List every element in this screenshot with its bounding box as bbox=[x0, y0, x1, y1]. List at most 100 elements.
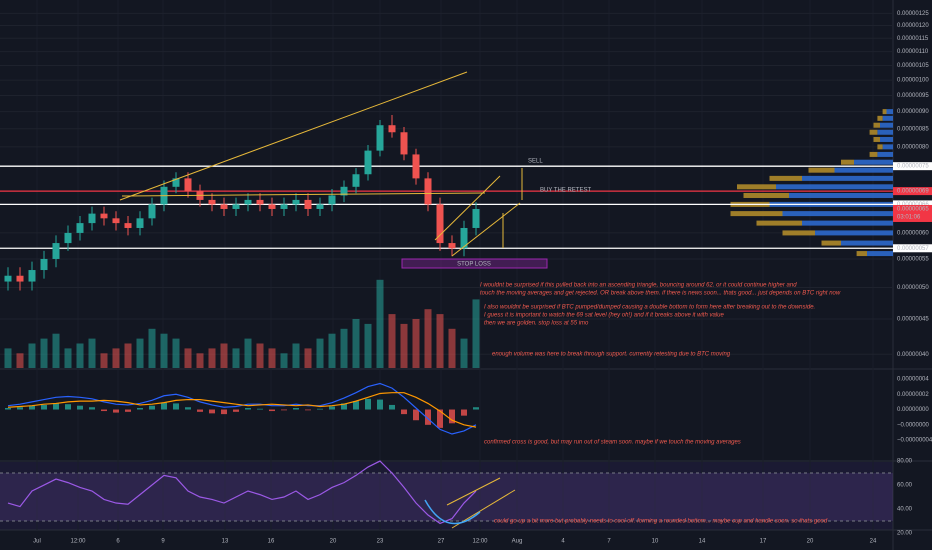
profile-up bbox=[886, 109, 893, 115]
candle-body bbox=[172, 178, 180, 187]
macd-histogram bbox=[425, 409, 431, 425]
volume-bar bbox=[268, 348, 276, 368]
y-tick-label: 60.00 bbox=[897, 483, 913, 489]
candle-body bbox=[184, 178, 192, 192]
y-tick-label: −0.0000000 bbox=[897, 422, 930, 428]
macd-histogram bbox=[353, 401, 359, 410]
x-tick-label: 24 bbox=[870, 539, 877, 545]
x-tick-label: 20 bbox=[330, 539, 337, 545]
annotation: BUY THE RETEST bbox=[540, 188, 591, 194]
macd-histogram bbox=[89, 407, 95, 410]
y-tick-label: 0.00000045 bbox=[897, 317, 929, 323]
x-tick-label: 12:00 bbox=[70, 539, 86, 545]
candle-body bbox=[328, 195, 336, 205]
macd-histogram bbox=[281, 409, 287, 411]
volume-bar bbox=[280, 353, 288, 368]
macd-histogram bbox=[53, 403, 59, 410]
macd-histogram bbox=[173, 403, 179, 410]
profile-down bbox=[756, 220, 802, 226]
volume-bar bbox=[184, 348, 192, 368]
candle-body bbox=[352, 174, 360, 187]
candle-body bbox=[40, 258, 48, 271]
macd-histogram bbox=[473, 407, 479, 410]
macd-histogram bbox=[149, 405, 155, 410]
profile-down bbox=[877, 115, 883, 121]
volume-bar bbox=[436, 314, 444, 368]
macd-histogram bbox=[161, 402, 167, 410]
profile-up bbox=[877, 151, 893, 157]
y-tick-label: 0.00000090 bbox=[897, 109, 929, 115]
stop-loss-box bbox=[401, 258, 548, 269]
signal-line bbox=[7, 392, 477, 428]
candle-body bbox=[472, 208, 480, 228]
volume-bar bbox=[112, 348, 120, 368]
x-tick-label: 10 bbox=[652, 539, 659, 545]
profile-up bbox=[882, 144, 893, 150]
volume-bar bbox=[148, 328, 156, 368]
volume-bar bbox=[196, 353, 204, 368]
profile-down bbox=[873, 136, 880, 142]
volume-bar bbox=[364, 323, 372, 368]
macd-histogram bbox=[41, 404, 47, 410]
candle-body bbox=[76, 223, 84, 233]
y-tick-label: 0.00000125 bbox=[897, 11, 929, 17]
profile-up bbox=[802, 220, 893, 226]
y-tick-label: 0.00000105 bbox=[897, 63, 929, 69]
volume-bar bbox=[460, 338, 468, 368]
x-tick-label: 23 bbox=[377, 539, 384, 545]
profile-down bbox=[743, 192, 789, 198]
trend-line bbox=[121, 192, 486, 197]
candle-body bbox=[304, 199, 312, 209]
y-tick-label: 0.00000110 bbox=[897, 49, 929, 55]
profile-down bbox=[821, 240, 841, 246]
labels: Jul 12:00 6 9 13 16 20 23 27 12:00 Aug 4 7 10 14 17 20 24… bbox=[33, 11, 932, 545]
volume-bar bbox=[52, 333, 60, 368]
volume-bar bbox=[172, 338, 180, 368]
candle-body bbox=[4, 275, 12, 282]
volume-bar bbox=[100, 353, 108, 368]
macd-histogram bbox=[185, 407, 191, 410]
profile-up bbox=[815, 230, 893, 236]
macd-histogram bbox=[5, 408, 11, 410]
candle-body bbox=[424, 178, 432, 205]
y-tick-label: 0.00000060 bbox=[897, 231, 929, 237]
macd-histogram bbox=[329, 406, 335, 410]
candle-body bbox=[100, 213, 108, 219]
level-tag bbox=[893, 244, 932, 253]
candle-body bbox=[388, 125, 396, 133]
volume-bar bbox=[160, 333, 168, 368]
volume-bar bbox=[316, 338, 324, 368]
profile-up bbox=[834, 167, 893, 173]
candle-body bbox=[340, 186, 348, 196]
marks bbox=[0, 109, 893, 525]
macd-histogram bbox=[437, 409, 443, 428]
countdown: 03:01:06 bbox=[897, 215, 921, 221]
profile-up bbox=[882, 115, 893, 121]
macd-histogram bbox=[101, 409, 107, 412]
annotation: SELL bbox=[528, 159, 543, 165]
macd-histogram bbox=[137, 408, 143, 410]
candle-body bbox=[148, 204, 156, 219]
macd-histogram bbox=[29, 405, 35, 410]
volume-bar bbox=[4, 348, 12, 368]
y-tick-label: 0.00000120 bbox=[897, 23, 929, 29]
volume-bar bbox=[304, 348, 312, 368]
y-tick-label: 80.00 bbox=[897, 459, 913, 465]
macd-histogram bbox=[365, 398, 371, 410]
x-tick-label: 16 bbox=[268, 539, 275, 545]
candle-body bbox=[256, 199, 264, 205]
volume-bar bbox=[292, 343, 300, 368]
candle-body bbox=[64, 232, 72, 244]
y-tick-label: 40.00 bbox=[897, 507, 913, 513]
y-tick-label: 0.00000085 bbox=[897, 126, 929, 132]
macd-histogram bbox=[221, 409, 227, 415]
volume-bar bbox=[448, 328, 456, 368]
note: I guess it is important to watch the 69 … bbox=[484, 313, 724, 319]
candle-body bbox=[28, 270, 36, 282]
macd-histogram bbox=[461, 409, 467, 416]
profile-up bbox=[880, 136, 893, 142]
candle-body bbox=[436, 204, 444, 244]
candle-body bbox=[280, 204, 288, 209]
